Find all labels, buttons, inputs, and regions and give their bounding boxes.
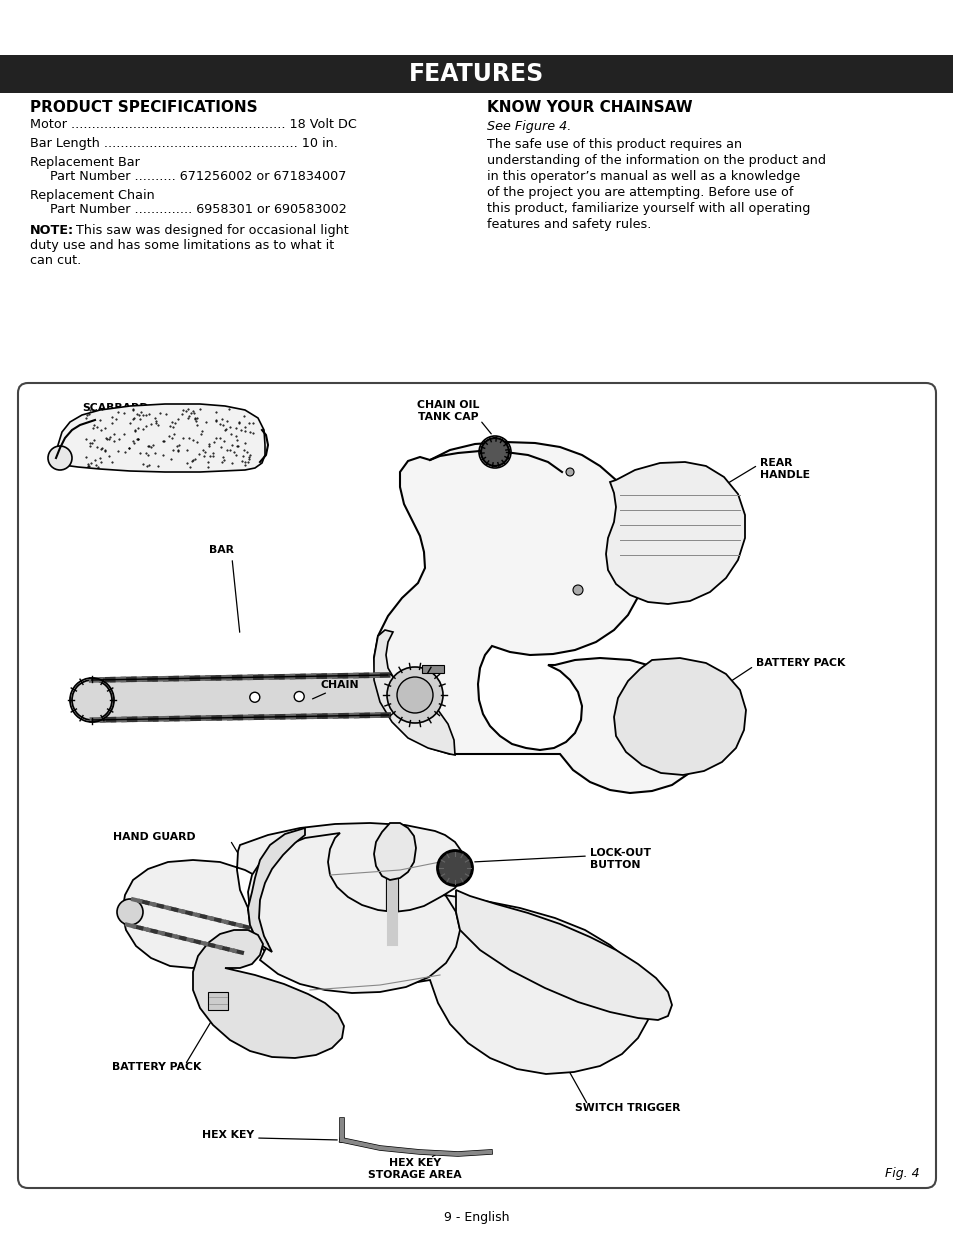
Text: features and safety rules.: features and safety rules. — [486, 219, 651, 231]
Text: The safe use of this product requires an: The safe use of this product requires an — [486, 138, 741, 151]
Circle shape — [573, 585, 582, 595]
Text: CHAIN: CHAIN — [320, 680, 359, 690]
Polygon shape — [55, 404, 265, 472]
Polygon shape — [122, 823, 649, 1074]
FancyBboxPatch shape — [18, 383, 935, 1188]
Text: Fig. 4: Fig. 4 — [884, 1167, 919, 1179]
Circle shape — [565, 468, 574, 475]
Text: Motor .................................................... 18 Volt DC: Motor ..................................… — [30, 119, 356, 131]
Text: SWITCH TRIGGER: SWITCH TRIGGER — [575, 1103, 679, 1113]
Text: Part Number .............. 6958301 or 690583002: Part Number .............. 6958301 or 69… — [50, 203, 346, 216]
Text: Replacement Bar: Replacement Bar — [30, 156, 140, 169]
Circle shape — [250, 693, 259, 703]
Circle shape — [71, 680, 112, 720]
Text: BATTERY PACK: BATTERY PACK — [112, 1062, 201, 1072]
Polygon shape — [374, 630, 455, 755]
Text: BAR: BAR — [210, 545, 234, 555]
Text: REAR
HANDLE: REAR HANDLE — [760, 458, 809, 479]
Text: HEX KEY: HEX KEY — [202, 1130, 253, 1140]
Polygon shape — [248, 832, 459, 993]
Circle shape — [387, 667, 442, 722]
Polygon shape — [193, 930, 344, 1058]
Polygon shape — [614, 658, 745, 776]
Text: FRONT HANDLE: FRONT HANDLE — [335, 832, 430, 842]
Polygon shape — [91, 676, 388, 720]
Circle shape — [117, 899, 143, 925]
Text: understanding of the information on the product and: understanding of the information on the … — [486, 154, 825, 167]
Text: BATTERY PACK: BATTERY PACK — [755, 658, 844, 668]
Polygon shape — [127, 899, 248, 952]
Circle shape — [294, 692, 304, 701]
Polygon shape — [456, 890, 671, 1020]
Circle shape — [437, 851, 472, 885]
Text: this product, familiarize yourself with all operating: this product, familiarize yourself with … — [486, 203, 809, 215]
Text: KNOW YOUR CHAINSAW: KNOW YOUR CHAINSAW — [486, 100, 692, 115]
Text: See Figure 4.: See Figure 4. — [486, 120, 571, 133]
Polygon shape — [248, 827, 305, 952]
Text: FEATURES: FEATURES — [409, 62, 544, 86]
Polygon shape — [374, 823, 416, 881]
Circle shape — [480, 438, 509, 466]
Text: Replacement Chain: Replacement Chain — [30, 189, 154, 203]
Text: NOTE:: NOTE: — [30, 224, 74, 237]
Text: HAND GUARD: HAND GUARD — [113, 832, 195, 842]
Text: in this operator’s manual as well as a knowledge: in this operator’s manual as well as a k… — [486, 170, 800, 183]
Text: SCABBARD: SCABBARD — [82, 403, 149, 412]
Text: 9 - English: 9 - English — [444, 1212, 509, 1224]
Text: of the project you are attempting. Before use of: of the project you are attempting. Befor… — [486, 186, 793, 199]
Polygon shape — [208, 992, 228, 1010]
Text: This saw was designed for occasional light: This saw was designed for occasional lig… — [71, 224, 349, 237]
Text: Bar Length ............................................... 10 in.: Bar Length .............................… — [30, 137, 337, 149]
Text: Part Number .......... 671256002 or 671834007: Part Number .......... 671256002 or 6718… — [50, 170, 346, 183]
Text: PRODUCT SPECIFICATIONS: PRODUCT SPECIFICATIONS — [30, 100, 257, 115]
Text: LOCK-OUT
BUTTON: LOCK-OUT BUTTON — [589, 848, 650, 869]
Text: can cut.: can cut. — [30, 254, 81, 267]
Text: duty use and has some limitations as to what it: duty use and has some limitations as to … — [30, 240, 334, 252]
Circle shape — [48, 446, 71, 471]
Bar — [0, 56, 953, 93]
Polygon shape — [374, 442, 705, 793]
Text: CHAIN OIL
TANK CAP: CHAIN OIL TANK CAP — [416, 400, 478, 421]
Text: HEX KEY
STORAGE AREA: HEX KEY STORAGE AREA — [368, 1158, 461, 1179]
Bar — [421, 664, 443, 673]
Circle shape — [396, 677, 433, 713]
Polygon shape — [605, 462, 744, 604]
